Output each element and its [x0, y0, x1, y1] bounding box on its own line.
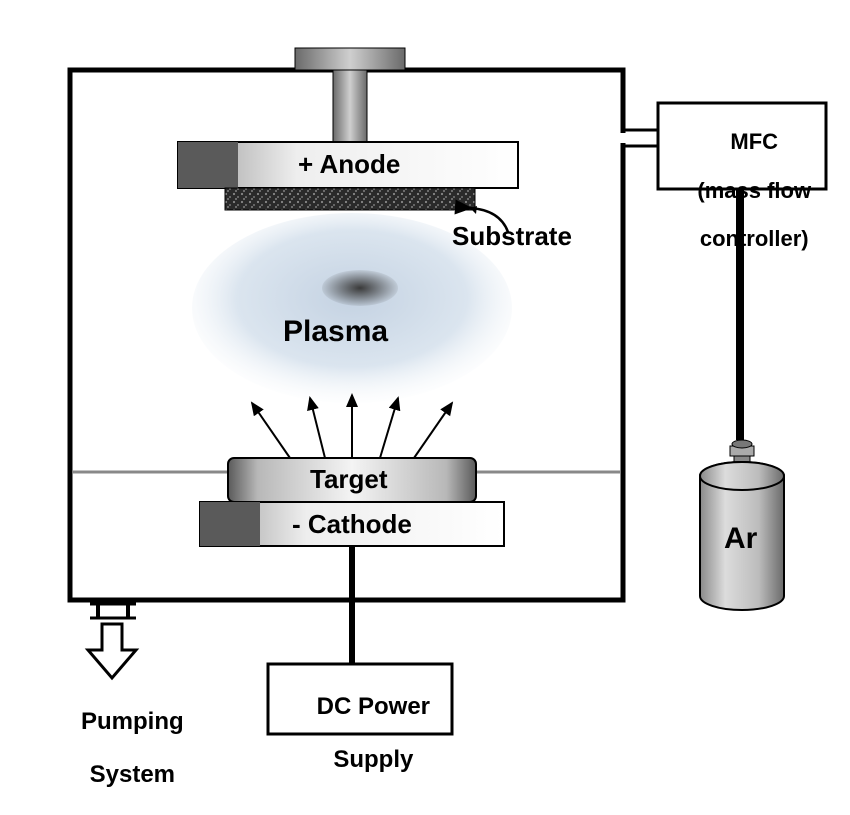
pumping-label: Pumping System	[54, 683, 184, 815]
argon-label: Ar	[724, 522, 757, 555]
sputter-arrow-1	[310, 398, 325, 458]
target-label: Target	[310, 465, 388, 494]
cathode-darkband	[200, 502, 260, 546]
cylinder-valve-wheel	[732, 440, 752, 448]
plasma-core	[322, 270, 398, 306]
top-stub-rod	[333, 70, 367, 142]
anode-darkband	[178, 142, 238, 188]
mfc-label: MFC (mass flow controller)	[660, 106, 824, 275]
sputter-arrow-4	[414, 403, 452, 458]
sputter-arrow-0	[252, 403, 290, 458]
gas-cylinder-top	[700, 462, 784, 490]
pump-arrow-icon	[88, 624, 136, 678]
cathode-label: - Cathode	[292, 510, 412, 539]
plasma-label: Plasma	[283, 315, 388, 348]
dc-power-label: DC Power Supply	[268, 668, 452, 800]
top-stub-base	[295, 48, 405, 70]
anode-label: + Anode	[298, 150, 400, 179]
substrate-label: Substrate	[452, 222, 572, 251]
substrate-block	[225, 188, 475, 210]
diagram-stage: + Anode Substrate Plasma Target - Cathod…	[0, 0, 850, 753]
sputter-arrow-3	[380, 398, 398, 458]
